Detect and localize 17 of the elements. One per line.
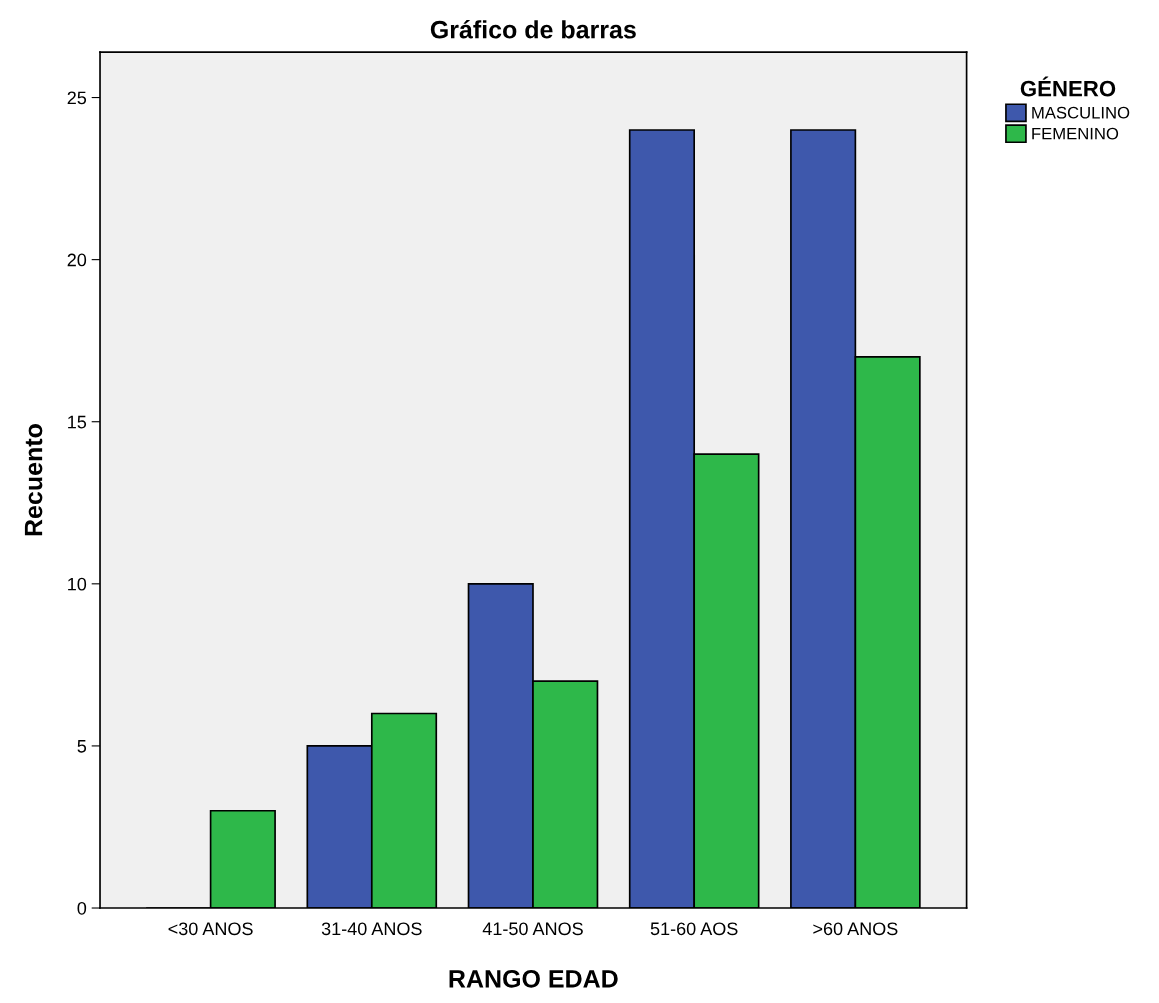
x-tick-label: 51-60 AOS [650, 922, 738, 936]
legend-label: MASCULINO [1032, 106, 1130, 119]
y-tick-label: 20 [67, 253, 87, 267]
y-tick-label: 0 [77, 901, 87, 915]
x-tick-label: 31-40 ANOS [321, 922, 422, 936]
x-tick-label: >60 ANOS [813, 922, 898, 936]
y-tick-label: 15 [68, 415, 87, 429]
x-axis-title: RANGO EDAD [449, 969, 618, 988]
x-tick-label: <30 ANOS [168, 922, 253, 936]
legend-title: GÉNERO [1020, 76, 1116, 97]
x-tick-label: 41-50 ANOS [482, 922, 583, 936]
y-tick-label: 10 [68, 577, 87, 591]
y-tick-label: 25 [67, 91, 87, 105]
y-tick-label: 5 [77, 740, 87, 753]
legend-label: FEMENINO [1032, 127, 1119, 140]
chart-title: Gráfico de barras [430, 19, 636, 39]
y-axis-title: Recuento [24, 424, 43, 536]
